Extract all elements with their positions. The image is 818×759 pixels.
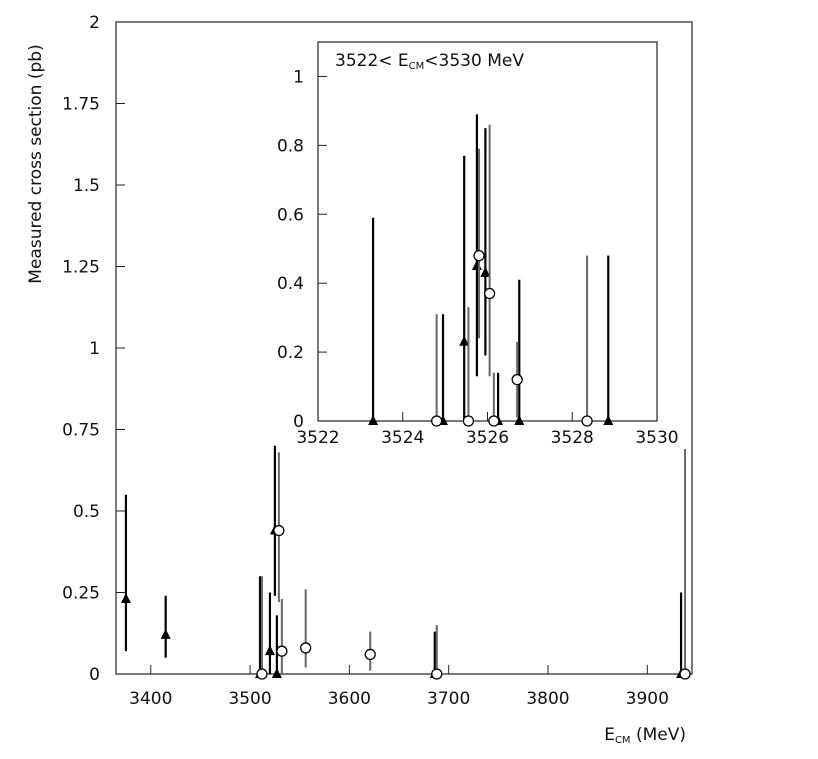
inset-title: 3522< ECM<3530 MeV <box>335 51 524 72</box>
inset-ytick-label: 0.2 <box>277 343 304 363</box>
main-point-circle <box>256 668 268 680</box>
main-ytick-label: 0.75 <box>62 421 100 441</box>
main-point-circle <box>364 648 376 661</box>
main-point-circle <box>300 642 312 654</box>
inset-ytick-label: 0 <box>293 412 304 432</box>
inset-point-circle <box>488 415 500 427</box>
main-xtick-label: 3600 <box>328 689 371 709</box>
inset-point-circle <box>483 287 496 300</box>
main-xtick-label: 3800 <box>526 689 569 709</box>
main-point-triangle <box>160 628 171 639</box>
main-point-triangle <box>264 645 275 656</box>
main-ytick-label: 2 <box>89 13 100 33</box>
main-point-circle <box>431 668 443 680</box>
main-xtick-label: 3400 <box>129 689 172 709</box>
inset-xtick-label: 3528 <box>551 428 594 448</box>
y-axis-title: Measured cross section (pb) <box>26 44 46 283</box>
inset-point-triangle <box>368 415 379 425</box>
inset-plot: 0 0.2 0.4 0.6 0.8 1 3522 3524 3526 3528 3530 3522< … <box>277 41 679 448</box>
x-axis-title: ECM (MeV) <box>604 725 686 746</box>
inset-xtick-label: 3530 <box>635 428 678 448</box>
inset-point-triangle <box>480 266 491 277</box>
inset-xtick-label: 3524 <box>381 428 424 448</box>
main-xtick-label: 3500 <box>228 689 271 709</box>
inset-point-triangle <box>603 415 614 425</box>
main-point-circle <box>273 524 285 537</box>
main-ytick-label: 1.25 <box>62 258 100 278</box>
inset-ytick-label: 1 <box>293 67 304 87</box>
main-point-circle <box>679 668 691 680</box>
inset-frame <box>317 41 658 422</box>
main-point-triangle <box>120 593 131 604</box>
main-ytick-label: 1.5 <box>73 176 100 196</box>
inset-xtick-label: 3526 <box>466 428 509 448</box>
main-ytick-label: 0.5 <box>73 502 100 522</box>
inset-point-circle <box>511 374 523 386</box>
inset-point-circle <box>473 249 485 262</box>
main-ytick-label: 0.25 <box>62 584 100 604</box>
inset-ytick-label: 0.4 <box>277 274 304 294</box>
main-ytick-label: 0 <box>89 665 100 685</box>
inset-point-circle <box>430 415 443 427</box>
main-plot: 0 0.25 0.5 0.75 1 1.25 1.5 1.75 2 3400 3500 3600 370… <box>26 13 693 746</box>
main-point-circle <box>276 645 288 657</box>
main-ytick-label: 1.75 <box>62 95 100 115</box>
inset-ytick-label: 0.8 <box>277 136 304 156</box>
main-xtick-label: 3700 <box>427 689 470 709</box>
main-xtick-label: 3900 <box>626 689 669 709</box>
inset-xtick-label: 3522 <box>296 428 339 448</box>
inset-point-triangle <box>459 335 470 346</box>
main-point-triangle <box>271 668 282 678</box>
main-ytick-label: 1 <box>89 339 100 359</box>
inset-point-triangle <box>514 415 525 425</box>
inset-point-circle <box>581 415 593 427</box>
inset-ytick-label: 0.6 <box>277 205 304 225</box>
inset-point-circle <box>462 415 475 427</box>
